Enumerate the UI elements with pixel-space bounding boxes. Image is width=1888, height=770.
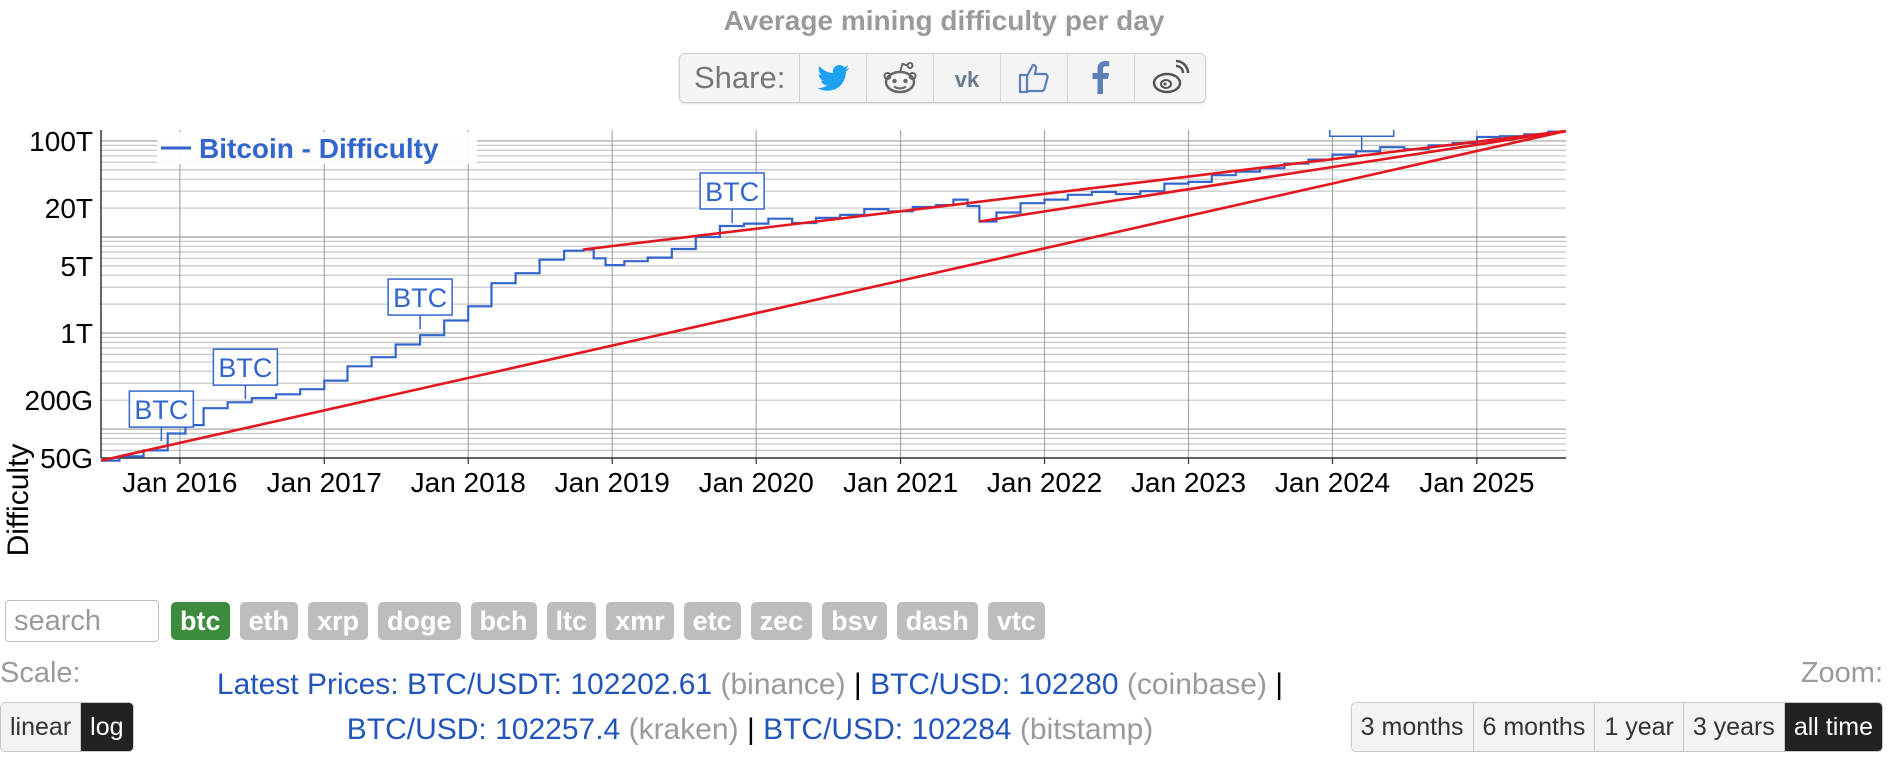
like-share-button[interactable]	[1001, 54, 1069, 102]
x-tick-label: Jan 2016	[122, 467, 237, 498]
scale-option-linear[interactable]: linear	[1, 703, 82, 751]
legend[interactable]: Bitcoin - Difficulty	[157, 132, 477, 164]
separator: |	[1275, 668, 1284, 701]
annotation-flag[interactable]	[699, 172, 765, 210]
chart-title: Average mining difficulty per day	[723, 5, 1165, 36]
scale-label: Scale:	[0, 657, 81, 689]
coin-filter-etc[interactable]: etc	[683, 602, 741, 640]
coin-filter-bsv[interactable]: bsv	[822, 602, 887, 640]
price-source: (bitstamp)	[1019, 713, 1154, 746]
price-value[interactable]: 102280	[1018, 668, 1119, 701]
x-tick-label: Jan 2019	[555, 467, 670, 498]
x-tick-label: Jan 2017	[267, 467, 382, 498]
y-tick-label: 50G	[40, 443, 93, 474]
twitter-share-button[interactable]	[800, 54, 868, 102]
annotation-label: BTC	[705, 177, 759, 207]
price-source: (binance)	[720, 668, 846, 701]
trendline	[583, 130, 1567, 251]
coin-filter-bar: btc eth xrp doge bch ltc xmr etc zec bsv dash vtc	[171, 602, 1045, 640]
twitter-icon	[817, 65, 850, 91]
facebook-share-button[interactable]	[1068, 54, 1136, 102]
trendline	[100, 130, 1567, 462]
annotation-flag[interactable]	[1328, 130, 1395, 138]
annotations: BTC BTC BTC BTC BTC	[128, 130, 1395, 442]
svg-text:vk: vk	[955, 67, 980, 92]
vk-share-button[interactable]: vk	[934, 54, 1002, 102]
search-input[interactable]	[5, 600, 159, 642]
y-tick-label: 20T	[45, 193, 93, 224]
zoom-toggle: 3 months 6 months 1 year 3 years all time	[1350, 702, 1883, 752]
price-pair[interactable]: BTC/USD	[763, 713, 895, 746]
legend-box	[157, 132, 477, 164]
facebook-icon	[1092, 61, 1110, 94]
price-pair[interactable]: BTC/USD	[346, 713, 479, 746]
share-label: Share:	[680, 54, 801, 102]
zoom-label: Zoom:	[1800, 657, 1883, 689]
x-tick-label: Jan 2024	[1275, 467, 1390, 498]
reddit-icon	[883, 62, 917, 94]
thumbs-up-icon	[1019, 63, 1050, 94]
zoom-option-3-months[interactable]: 3 months	[1351, 703, 1474, 751]
coin-filter-ltc[interactable]: ltc	[546, 602, 597, 640]
coin-filter-vtc[interactable]: vtc	[987, 602, 1045, 640]
x-tick-label: Jan 2018	[411, 467, 526, 498]
legend-label[interactable]: Bitcoin - Difficulty	[199, 133, 439, 164]
price-source: (kraken)	[628, 713, 739, 746]
x-tick-label: Jan 2025	[1419, 467, 1534, 498]
trendline	[979, 130, 1567, 223]
latest-prices: Latest Prices: BTC/USDT: 102202.61 (bina…	[216, 668, 1284, 746]
latest-prices-heading: Latest Prices	[216, 668, 391, 701]
x-tick-label: Jan 2022	[987, 467, 1102, 498]
price-value[interactable]: 102257.4	[495, 713, 621, 746]
difficulty-chart: 50G 200G 1T 5T 20T 100T Jan 2016 Jan 2017 Jan 20…	[2, 130, 1567, 557]
coin-filter-eth[interactable]: eth	[239, 602, 298, 640]
price-pair[interactable]: BTC/USDT	[406, 668, 554, 701]
zoom-option-3-years[interactable]: 3 years	[1683, 703, 1785, 751]
annotation-flag[interactable]	[128, 390, 195, 428]
separator: |	[853, 668, 862, 701]
y-tick-label: 200G	[25, 385, 94, 416]
scale-option-log[interactable]: log	[81, 703, 133, 751]
y-tick-label: 1T	[60, 318, 93, 349]
annotation-flag[interactable]	[387, 278, 453, 316]
annotation-flag[interactable]	[212, 348, 279, 386]
coin-filter-dash[interactable]: dash	[896, 602, 978, 640]
coin-filter-bch[interactable]: bch	[470, 602, 537, 640]
weibo-share-button[interactable]	[1135, 54, 1205, 102]
separator: |	[746, 713, 755, 746]
x-tick-label: Jan 2021	[843, 467, 958, 498]
coin-filter-doge[interactable]: doge	[378, 602, 461, 640]
axes: 50G 200G 1T 5T 20T 100T Jan 2016 Jan 2017 Jan 20…	[25, 130, 1566, 498]
vk-icon: vk	[955, 67, 980, 92]
coin-filter-zec[interactable]: zec	[750, 602, 813, 640]
zoom-option-1-year[interactable]: 1 year	[1595, 703, 1684, 751]
coin-filter-btc[interactable]: btc	[171, 602, 230, 640]
x-tick-label: Jan 2020	[699, 467, 814, 498]
price-value[interactable]: 102284	[911, 713, 1012, 746]
annotation-label: BTC	[134, 395, 188, 425]
price-value[interactable]: 102202.61	[570, 668, 713, 701]
price-source: (coinbase)	[1126, 668, 1267, 701]
weibo-icon	[1153, 59, 1190, 94]
zoom-option-all-time[interactable]: all time	[1784, 703, 1882, 751]
price-pair[interactable]: BTC/USD	[870, 668, 1002, 701]
zoom-option-6-months[interactable]: 6 months	[1473, 703, 1596, 751]
y-tick-label: 5T	[60, 251, 93, 282]
y-axis-label: Difficulty	[2, 444, 35, 557]
annotation-label: BTC	[1335, 130, 1389, 134]
annotation-label: BTC	[393, 283, 447, 313]
reddit-share-button[interactable]	[867, 54, 935, 102]
share-bar: Share: vk	[679, 53, 1207, 103]
y-tick-label: 100T	[29, 130, 93, 157]
x-tick-label: Jan 2023	[1131, 467, 1246, 498]
coin-filter-xmr[interactable]: xmr	[606, 602, 674, 640]
coin-filter-xrp[interactable]: xrp	[308, 602, 369, 640]
scale-toggle: linear log	[0, 702, 134, 752]
annotation-label: BTC	[218, 353, 272, 383]
trendlines	[100, 130, 1567, 462]
